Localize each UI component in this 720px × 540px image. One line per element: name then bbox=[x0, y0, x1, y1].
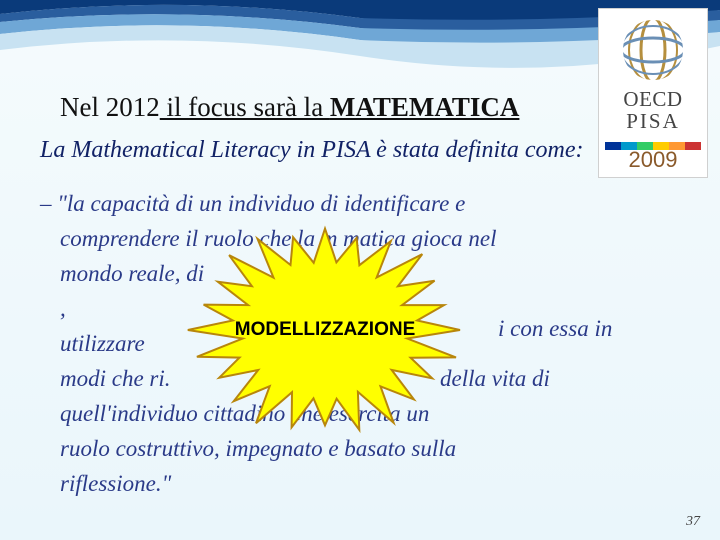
page-number: 37 bbox=[686, 514, 700, 530]
starburst-callout: MODELLIZZAZIONE bbox=[150, 215, 500, 445]
logo-globe-icon bbox=[618, 15, 688, 85]
slide-title: Nel 2012 il focus sarà la MATEMATICA bbox=[60, 92, 600, 123]
slide: OECD PISA 2009 Nel 2012 il focus sarà la… bbox=[0, 0, 720, 540]
bg-heading: La Mathematical Literacy in PISA è stata… bbox=[40, 135, 583, 165]
bg-quote-line: riflessione." bbox=[60, 470, 171, 499]
title-prefix: Nel 2012 bbox=[60, 92, 160, 122]
title-bold: MATEMATICA bbox=[330, 92, 520, 122]
title-mid: il focus sarà la bbox=[160, 92, 330, 122]
logo-pisa-label: PISA bbox=[599, 109, 707, 134]
bg-quote-line: , bbox=[60, 295, 66, 324]
starburst-label: MODELLIZZAZIONE bbox=[235, 319, 415, 341]
bg-quote-line: utilizzare bbox=[60, 330, 145, 359]
bg-quote-line: i con essa in bbox=[498, 315, 612, 344]
